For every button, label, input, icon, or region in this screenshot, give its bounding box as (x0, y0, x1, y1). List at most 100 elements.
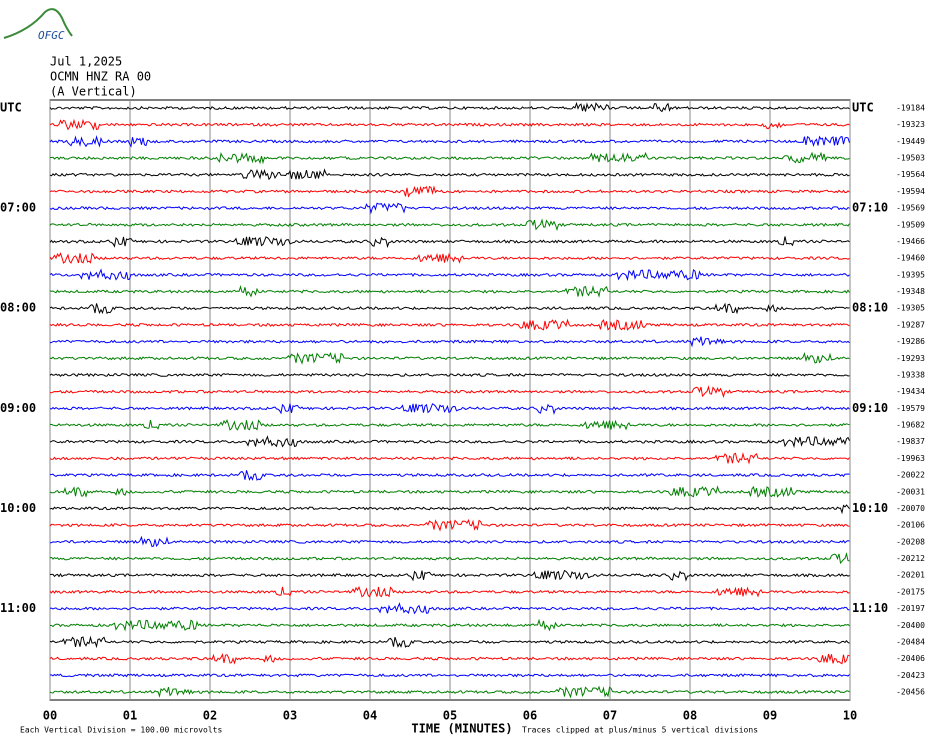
trace (49, 535, 850, 548)
left-time-label: 09:00 (0, 401, 36, 415)
left-time-label: 08:00 (0, 301, 36, 315)
trace (49, 336, 850, 348)
right-time-label: 10:10 (852, 501, 888, 515)
row-offset: -19503 (896, 154, 925, 163)
row-offset: -19434 (896, 387, 925, 396)
trace (49, 236, 850, 249)
row-offset: -20175 (896, 587, 925, 596)
trace (49, 485, 850, 498)
trace (50, 618, 850, 632)
row-offset: -19323 (896, 120, 925, 129)
row-offset: -19466 (896, 237, 925, 246)
trace (49, 202, 850, 215)
x-tick-label: 00 (43, 709, 57, 723)
row-offset: -20212 (896, 554, 925, 563)
x-tick-label: 09 (763, 709, 777, 723)
trace (49, 470, 850, 481)
trace (49, 403, 850, 416)
x-tick-label: 10 (843, 709, 857, 723)
trace (49, 302, 850, 315)
row-offset: -20022 (896, 471, 925, 480)
x-tick-label: 07 (603, 709, 617, 723)
trace (49, 685, 850, 699)
row-offset: -20406 (896, 654, 925, 663)
row-offset: -20197 (896, 604, 925, 613)
logo-swoosh (3, 8, 73, 39)
row-offset: -19293 (896, 354, 925, 363)
scale-note: Each Vertical Division = 100.00 microvol… (20, 726, 222, 735)
trace (49, 435, 850, 449)
trace (49, 151, 850, 165)
x-tick-label: 02 (203, 709, 217, 723)
row-offset: -19682 (896, 421, 925, 430)
row-offset: -20423 (896, 671, 925, 680)
trace (49, 218, 850, 232)
trace (49, 452, 850, 465)
trace (50, 673, 850, 678)
row-offset: -19963 (896, 454, 925, 463)
trace (49, 635, 850, 649)
left-time-label: 11:00 (0, 601, 36, 615)
row-offset: -20400 (896, 621, 925, 630)
trace (49, 372, 850, 378)
trace (49, 318, 850, 331)
clip-note: Traces clipped at plus/minus 5 vertical … (522, 726, 758, 735)
row-offset: -19569 (896, 204, 925, 213)
row-offset: -19579 (896, 404, 925, 413)
trace (49, 652, 850, 665)
row-offset: -19460 (896, 254, 925, 263)
x-tick-label: 08 (683, 709, 697, 723)
row-offset: -19348 (896, 287, 925, 296)
row-offset: -20456 (896, 688, 925, 697)
row-offset: -19395 (896, 270, 925, 279)
trace (49, 118, 850, 131)
right-time-label: UTC (852, 101, 874, 115)
trace (49, 351, 850, 365)
row-offset: -20106 (896, 521, 925, 530)
row-offset: -19305 (896, 304, 925, 313)
trace (49, 185, 850, 198)
trace (49, 134, 850, 148)
row-offset: -19449 (896, 137, 925, 146)
title-line: OCMN HNZ RA 00 (50, 70, 151, 84)
row-offset: -19594 (896, 187, 925, 196)
right-time-label: 07:10 (852, 201, 888, 215)
row-offset: -19564 (896, 170, 925, 179)
trace (49, 385, 850, 399)
right-time-label: 08:10 (852, 301, 888, 315)
row-offset: -20484 (896, 637, 925, 646)
trace (49, 168, 850, 181)
trace (49, 504, 850, 515)
right-time-label: 09:10 (852, 401, 888, 415)
trace (49, 518, 850, 532)
left-time-label: UTC (0, 101, 22, 115)
trace (49, 284, 850, 298)
row-offset: -20201 (896, 571, 925, 580)
row-offset: -20208 (896, 537, 925, 546)
trace (49, 101, 850, 113)
row-offset: -19184 (896, 104, 925, 113)
trace (49, 585, 850, 598)
trace (49, 569, 850, 582)
right-time-label: 11:10 (852, 601, 888, 615)
trace (49, 252, 850, 264)
title-line: (A Vertical) (50, 85, 137, 99)
row-offset: -19338 (896, 370, 925, 379)
left-time-label: 10:00 (0, 501, 36, 515)
trace (49, 419, 850, 431)
x-axis-label: TIME (MINUTES) (411, 722, 512, 736)
title-line: Jul 1,2025 (50, 55, 122, 69)
x-tick-label: 06 (523, 709, 537, 723)
row-offset: -19509 (896, 220, 925, 229)
x-tick-label: 03 (283, 709, 297, 723)
trace (49, 268, 850, 282)
logo: OFGC (38, 29, 65, 42)
trace (49, 552, 850, 565)
row-offset: -20070 (896, 504, 925, 513)
trace (49, 602, 850, 615)
left-time-label: 07:00 (0, 201, 36, 215)
row-offset: -20031 (896, 487, 925, 496)
row-offset: -19837 (896, 437, 925, 446)
x-tick-label: 05 (443, 709, 457, 723)
